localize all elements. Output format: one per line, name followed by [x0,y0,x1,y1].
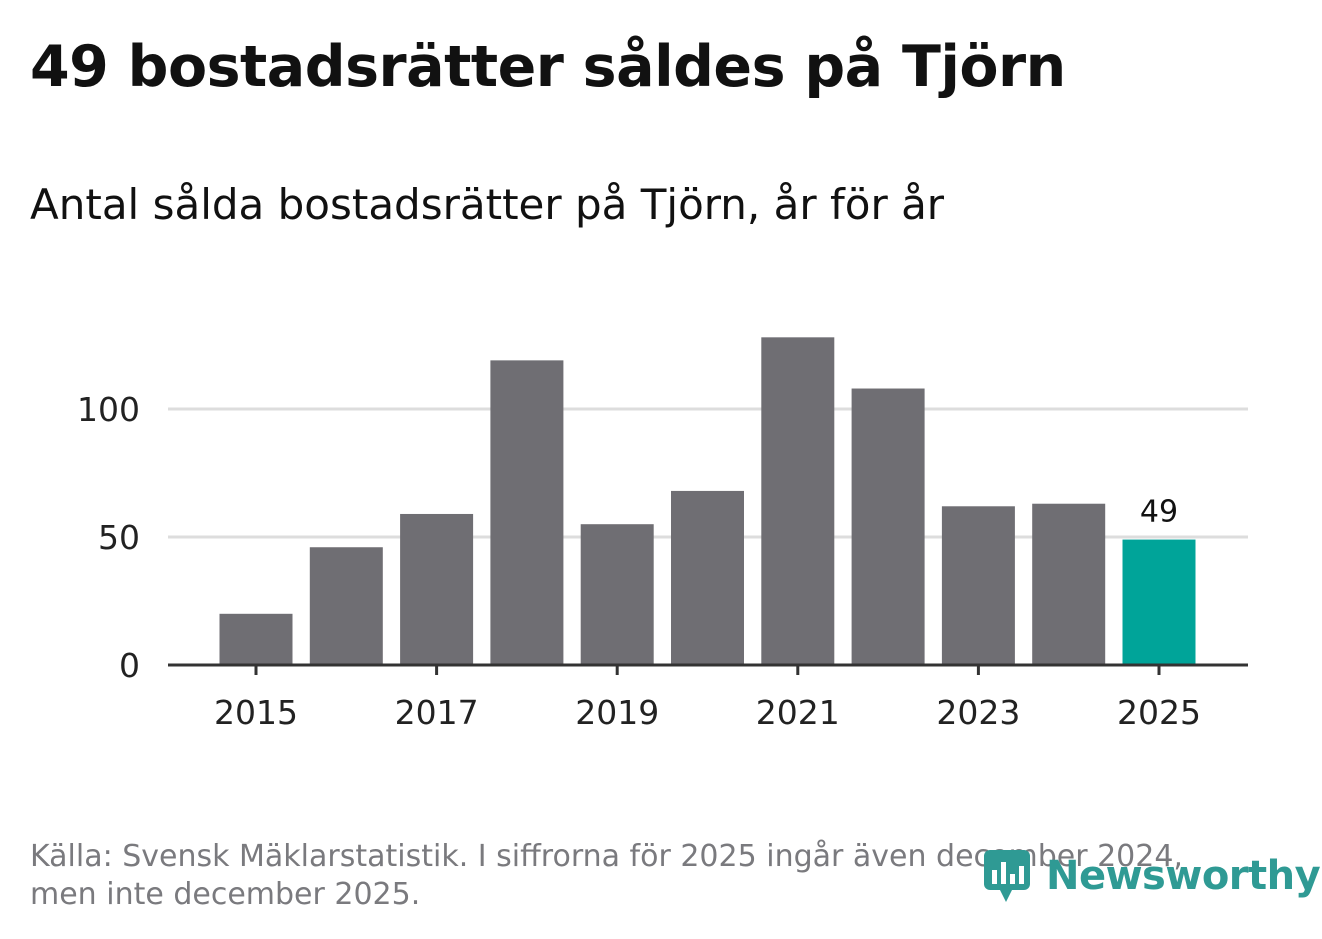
y-axis: 0 50 100 [77,390,140,685]
source-line-2: men inte december 2025. [30,877,421,912]
bar-2021 [761,337,835,665]
x-axis: 2015 2017 2019 2021 2023 2025 [168,663,1248,732]
x-tick-label: 2019 [575,693,659,732]
y-tick-label: 100 [77,390,140,429]
bar-2020 [671,490,744,665]
bar-2024 [1032,503,1106,665]
x-tick-label: 2025 [1117,693,1201,732]
newsworthy-logo-icon [984,850,1030,902]
chart-subtitle: Antal sålda bostadsrätter på Tjörn, år f… [30,180,945,229]
bar-2023 [941,506,1015,665]
bar-2018 [490,360,564,665]
x-tick-label: 2015 [214,693,298,732]
bar-2017 [400,513,474,665]
data-label-highlight: 49 [1140,495,1178,530]
bars [219,337,1196,665]
data-labels: 49 [1140,495,1178,530]
brand-name: Newsworthy [1046,853,1321,899]
bar-2025 [1122,539,1196,665]
y-tick-label: 0 [119,646,140,685]
bar-2022 [851,388,925,665]
bar-2019 [580,524,654,665]
x-tick-label: 2021 [756,693,840,732]
newsworthy-logo: Newsworthy [982,848,1321,904]
x-tick-label: 2023 [936,693,1020,732]
chart-title: 49 bostadsrätter såldes på Tjörn [30,34,1066,100]
y-tick-label: 50 [98,518,140,557]
bar-2015 [219,613,293,665]
bar-2016 [309,547,383,665]
x-tick-label: 2017 [395,693,479,732]
